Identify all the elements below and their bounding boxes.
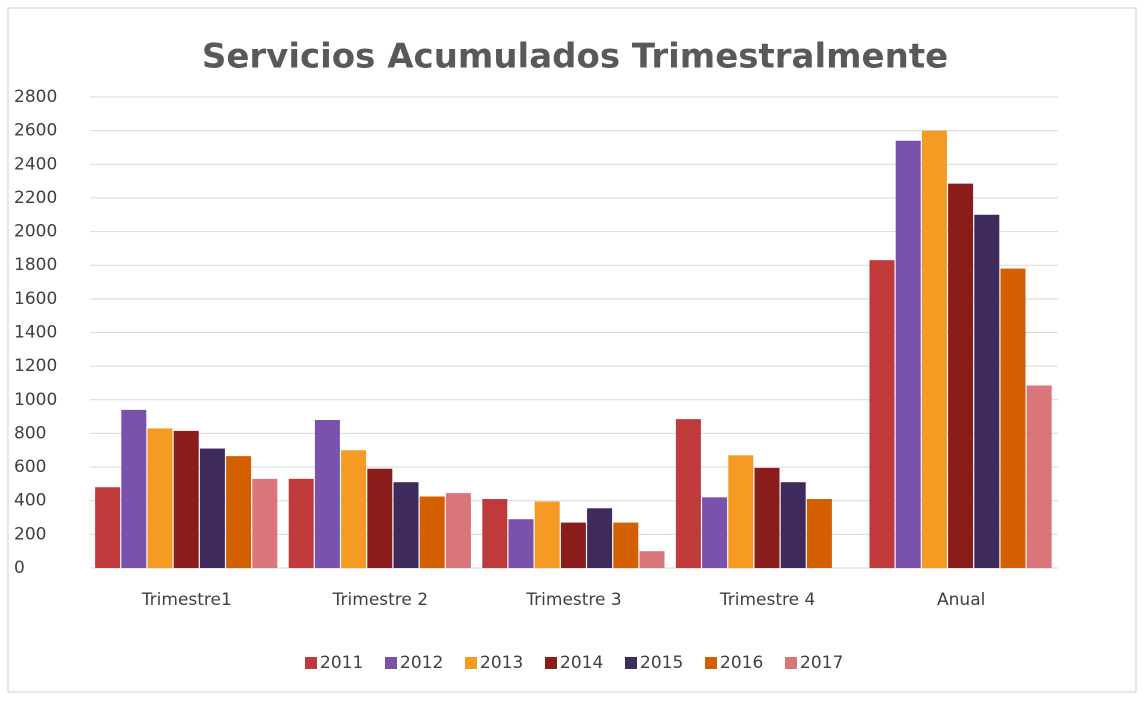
bar <box>341 450 367 568</box>
y-tick-label: 2400 <box>14 154 57 174</box>
y-tick-label: 400 <box>14 491 46 511</box>
legend-swatch <box>465 657 477 669</box>
bar <box>869 260 895 568</box>
bar <box>754 467 780 568</box>
y-tick-label: 1600 <box>14 289 57 309</box>
bar <box>806 499 832 568</box>
y-tick-label: 2000 <box>14 222 57 242</box>
bar <box>173 430 199 568</box>
legend-label: 2016 <box>720 653 763 673</box>
legend-swatch <box>625 657 637 669</box>
y-tick-label: 200 <box>14 524 46 544</box>
chart-title: Servicios Acumulados Trimestralmente <box>202 37 948 77</box>
bar <box>393 482 419 568</box>
bar <box>121 409 147 568</box>
chart-border <box>7 7 1137 693</box>
bar <box>288 478 314 568</box>
legend-label: 2015 <box>640 653 683 673</box>
bar <box>1026 385 1052 568</box>
bar <box>675 419 701 568</box>
bar <box>147 428 173 568</box>
legend-label: 2013 <box>480 653 523 673</box>
bar <box>367 468 393 568</box>
bar <box>613 522 639 568</box>
bar <box>314 419 340 568</box>
y-tick-label: 2800 <box>14 87 57 107</box>
bar <box>974 214 1000 568</box>
bar <box>445 493 471 568</box>
x-tick-label: Trimestre1 <box>141 590 232 610</box>
y-tick-label: 1000 <box>14 390 57 410</box>
bar <box>587 508 613 568</box>
y-tick-label: 2200 <box>14 188 57 208</box>
legend-label: 2012 <box>400 653 443 673</box>
bar <box>639 551 665 568</box>
x-tick-label: Anual <box>937 590 985 610</box>
bar <box>419 496 445 568</box>
y-tick-label: 800 <box>14 423 46 443</box>
bar <box>780 482 806 568</box>
bar <box>921 130 947 568</box>
legend-label: 2017 <box>800 653 843 673</box>
x-tick-label: Trimestre 3 <box>525 590 621 610</box>
bar <box>1000 268 1026 568</box>
legend-label: 2014 <box>560 653 603 673</box>
legend-swatch <box>785 657 797 669</box>
x-tick-label: Trimestre 2 <box>332 590 428 610</box>
legend-swatch <box>705 657 717 669</box>
y-tick-label: 2600 <box>14 121 57 141</box>
bar <box>560 522 586 568</box>
x-tick-label: Trimestre 4 <box>719 590 815 610</box>
y-tick-label: 0 <box>14 558 25 578</box>
y-tick-label: 1400 <box>14 323 57 343</box>
y-tick-label: 1200 <box>14 356 57 376</box>
y-tick-label: 600 <box>14 457 46 477</box>
bar <box>895 140 921 568</box>
bar <box>728 455 754 568</box>
bar <box>199 448 225 568</box>
bar <box>534 501 560 568</box>
bar <box>948 183 974 568</box>
legend-label: 2011 <box>320 653 363 673</box>
legend-swatch <box>305 657 317 669</box>
bar <box>226 456 252 568</box>
bar <box>508 519 534 568</box>
legend-swatch <box>545 657 557 669</box>
bar <box>252 478 278 568</box>
bar <box>702 497 728 568</box>
y-tick-label: 1800 <box>14 255 57 275</box>
bar <box>95 487 121 568</box>
bar <box>482 499 508 568</box>
legend-swatch <box>385 657 397 669</box>
